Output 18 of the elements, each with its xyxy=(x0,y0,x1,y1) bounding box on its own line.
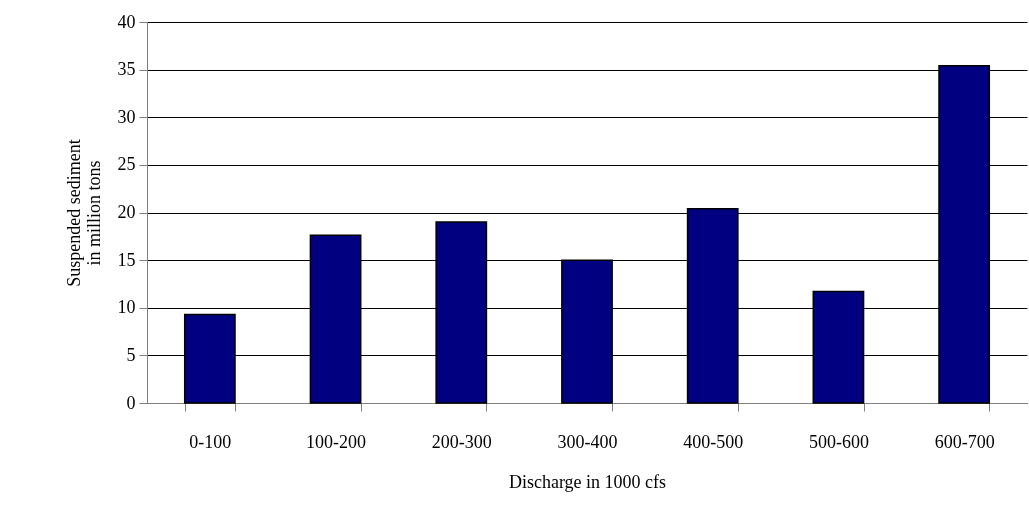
x-tick-label: 400-500 xyxy=(683,431,744,452)
y-tick-label: 10 xyxy=(117,297,136,318)
y-tick-label: 25 xyxy=(117,154,136,175)
y-tick-label: 20 xyxy=(117,202,136,222)
y-tick-label: 15 xyxy=(117,249,136,270)
y-tick-label: 35 xyxy=(117,59,136,80)
x-tick-label: 200-300 xyxy=(431,431,492,452)
y-tick-label: 30 xyxy=(117,106,136,127)
y-axis-title: Suspended sediment in million tons xyxy=(63,139,104,287)
y-tick-label: 40 xyxy=(117,11,136,32)
y-tick-label: 0 xyxy=(126,392,136,413)
x-tick-label: 100-200 xyxy=(306,431,367,452)
x-axis-title: Discharge in 1000 cfs xyxy=(508,471,667,492)
x-tick-label: 500-600 xyxy=(808,431,869,452)
y-tick-label: 5 xyxy=(126,344,136,365)
x-tick-label: 0-100 xyxy=(189,431,232,452)
x-tick-label: 300-400 xyxy=(557,431,618,452)
x-tick-label: 600-700 xyxy=(934,431,995,452)
